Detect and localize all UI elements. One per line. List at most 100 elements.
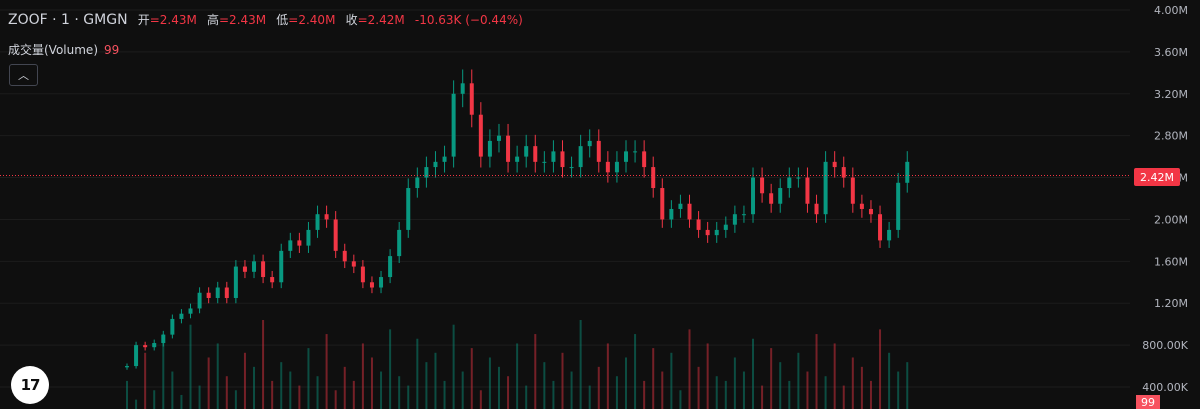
y-tick-label: 4.00M [1154, 4, 1188, 17]
candle-body [878, 214, 883, 241]
candle-body [787, 177, 792, 189]
volume-bar [361, 343, 364, 409]
volume-bar [289, 371, 292, 409]
volume-bar [325, 334, 328, 409]
change-value: -10.63K (−0.44%) [414, 13, 523, 27]
volume-bar [788, 380, 791, 409]
candle-body [397, 229, 402, 257]
volume-bar [706, 343, 709, 409]
volume-bar [842, 385, 845, 409]
volume-bar [225, 376, 228, 409]
volume-bar [307, 348, 310, 409]
volume-bar [570, 371, 573, 409]
volume-bar [543, 362, 546, 409]
candle-body [578, 146, 583, 168]
candle-body [778, 188, 783, 204]
candle-body [469, 83, 474, 115]
chevron-up-icon: ︿ [18, 69, 29, 82]
candle-body [896, 182, 901, 230]
volume-bar [724, 380, 727, 409]
candle-body [315, 214, 320, 230]
candle-body [687, 203, 692, 220]
candle-body [179, 313, 184, 319]
candle-body [560, 151, 565, 168]
candle-body [134, 345, 139, 367]
volume-bar [380, 371, 383, 409]
candle-body [678, 203, 683, 209]
candle-body [696, 219, 701, 230]
y-tick-label: 3.20M [1154, 88, 1188, 101]
candle-body [905, 161, 910, 183]
candle-body [288, 240, 293, 251]
candle-body [751, 177, 756, 215]
candle-body [868, 208, 873, 215]
candle-body [125, 366, 129, 368]
volume-bar [679, 390, 682, 409]
volume-bar [507, 376, 510, 409]
volume-bar [171, 371, 174, 409]
symbol-title[interactable]: ZOOF · 1 · GMGN [8, 12, 128, 28]
candle-body [360, 266, 365, 283]
candle-body [887, 229, 892, 241]
logo-text: 17 [20, 376, 41, 394]
volume-bar [334, 390, 337, 409]
close-label: 收 [345, 13, 358, 27]
candle-body [424, 167, 429, 178]
price-axis[interactable]: 4.00M3.60M3.20M2.80M2.40M2.00M1.60M1.20M… [1142, 4, 1188, 394]
open-value: =2.43M [149, 13, 197, 27]
volume-bar [452, 324, 455, 409]
volume-bars [126, 320, 909, 409]
candle-body [487, 140, 492, 157]
ohlc-legend: ZOOF · 1 · GMGN 开=2.43M 高=2.43M 低=2.40M … [8, 11, 529, 28]
volume-bar [606, 343, 609, 409]
volume-bar [416, 338, 419, 409]
candle-body [297, 240, 302, 246]
volume-bar [135, 399, 138, 409]
volume-bar [180, 394, 183, 409]
high-value: =2.43M [219, 13, 267, 27]
low-label: 低 [276, 13, 289, 27]
volume-bar [815, 334, 818, 409]
candle-body [379, 277, 384, 288]
candle-body [252, 261, 257, 272]
volume-bar [697, 366, 700, 409]
volume-bar [806, 371, 809, 409]
y-tick-label: 2.00M [1154, 213, 1188, 226]
volume-bar [670, 352, 673, 409]
volume-tag: 99 [1136, 395, 1160, 409]
candle-body [841, 167, 846, 178]
candle-body [859, 203, 864, 209]
volume-bar [625, 357, 627, 409]
volume-bar [370, 357, 373, 409]
grid [0, 9, 1130, 388]
candle-body [451, 93, 456, 157]
volume-bar [234, 390, 237, 409]
candle-body [524, 146, 529, 157]
candle-body [533, 146, 538, 162]
candle-body [832, 161, 837, 168]
candle-body [614, 161, 619, 173]
candle-body [850, 177, 855, 204]
volume-bar [688, 329, 691, 409]
candle-body [224, 287, 229, 298]
volume-bar [652, 348, 655, 409]
candle-body [279, 250, 284, 283]
candle-body [660, 188, 665, 220]
volume-bar [434, 352, 437, 409]
candle-body [433, 161, 438, 168]
volume-bar [888, 352, 891, 409]
volume-bar [189, 324, 192, 409]
candle-body [233, 266, 238, 298]
y-tick-label: 1.60M [1154, 255, 1188, 268]
candle-body [333, 219, 338, 251]
candle-body [732, 214, 737, 225]
collapse-legend-button[interactable]: ︿ [9, 64, 38, 86]
volume-bar [597, 366, 600, 409]
tradingview-logo-icon[interactable]: 17 [11, 366, 49, 404]
candle-body [261, 261, 266, 278]
y-tick-label: 2.80M [1154, 130, 1188, 143]
candle-body [823, 161, 828, 215]
volume-bar [824, 376, 827, 409]
volume-bar [525, 385, 528, 409]
